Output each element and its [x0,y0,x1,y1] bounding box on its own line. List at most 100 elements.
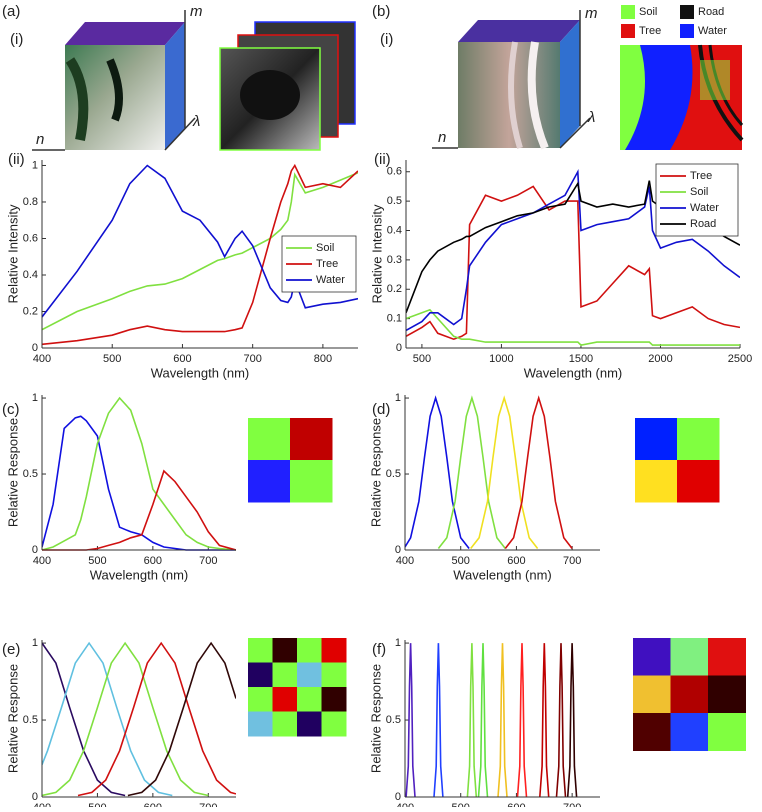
filter-pixel [248,638,273,663]
y-tick-label: 1 [395,392,401,404]
y-tick-label: 0 [396,342,402,354]
filter-pixel [297,711,322,737]
series-line [406,308,740,346]
x-tick-label: 2500 [728,353,752,365]
series-line [42,641,209,797]
y-tick-label: 1 [32,392,38,404]
y-tick-label: 0.6 [23,232,38,244]
legend-swatch [680,24,694,38]
filter-pixel [272,638,298,663]
x-tick-label: 500 [88,555,106,567]
filter-pixel [272,662,298,688]
series-line [42,164,358,318]
y-tick-label: 0.4 [23,269,38,281]
panel-label: (c) [2,401,20,418]
x-tick-label: 700 [199,555,217,567]
panel-label: (f) [372,641,386,658]
series-line [127,641,236,797]
x-tick-label: 500 [452,555,470,567]
band-images [219,21,356,151]
x-tick-label: 700 [243,353,261,365]
filter-pixel [708,638,746,676]
x-tick-label: 600 [144,802,162,807]
filter-pixel [321,638,347,663]
y-tick-label: 0.5 [23,714,38,726]
x-axis-label: Wavelength (nm) [151,365,250,380]
y-tick-label: 1 [32,159,38,171]
filter-pixel [297,638,322,663]
filter-pixel [670,675,709,714]
filter-pixel [297,662,322,688]
filter-pixel [248,687,273,712]
legend-swatch [680,5,694,19]
x-axis-label: Wavelength (nm) [524,365,623,380]
series-line [504,395,573,549]
panel-label: (e) [2,641,20,658]
series-line [477,643,489,798]
filter-pixel [633,675,671,714]
panel-label: (b) [372,3,390,20]
legend-label: Road [690,218,716,230]
filter-pixel [708,713,746,751]
axis-letter: λ [587,109,595,126]
panel-label: (a) [2,3,20,20]
y-tick-label: 0.5 [387,195,402,207]
filter-pixel [633,713,671,751]
x-tick-label: 500 [103,353,121,365]
x-tick-label: 500 [88,802,106,807]
axis-letter: n [36,131,44,148]
x-tick-label: 700 [199,802,217,807]
panel-label: (d) [372,401,390,418]
legend-label: Soil [639,6,657,18]
filter-pixel [321,687,347,712]
x-axis-label: Wavelength (nm) [90,567,189,582]
series-line [42,396,236,551]
filter-pixel [635,460,678,503]
axis-letter: m [585,5,598,22]
axis-letter: λ [192,113,200,130]
series-line [42,163,358,346]
series-line [497,643,508,798]
filter-pixel [248,460,291,503]
y-tick-label: 0.2 [387,283,402,295]
series-line [42,642,126,797]
filter-pixel [635,418,678,461]
y-tick-label: 0 [32,791,38,803]
filter-pixel [272,687,298,712]
legend-label: Soil [690,186,708,198]
y-tick-label: 0.6 [387,166,402,178]
y-tick-label: 0.5 [386,714,401,726]
y-axis-label: Relative Response [368,664,383,773]
x-tick-label: 500 [413,353,431,365]
legend-label: Water [690,202,719,214]
legend-label: Tree [690,170,712,182]
x-tick-label: 700 [563,555,581,567]
series-line [433,643,444,798]
y-tick-label: 0 [32,544,38,556]
series-line [405,643,416,798]
filter-pixel [670,638,709,676]
series-line [566,643,578,798]
series-line [77,641,236,797]
filter-pixel [290,418,333,461]
x-tick-label: 1500 [569,353,593,365]
filter-pixel [321,662,347,688]
y-tick-label: 1 [32,637,38,649]
filter-pixel [677,460,720,503]
sub-label: (ii) [374,151,391,168]
hyperspectral-cube [432,10,591,150]
x-tick-label: 600 [173,353,191,365]
sub-label: (ii) [8,151,25,168]
x-tick-label: 400 [396,555,414,567]
y-tick-label: 1 [395,637,401,649]
series-line [516,643,528,798]
y-tick-label: 0.8 [23,196,38,208]
y-tick-label: 0.5 [386,468,401,480]
y-axis-label: Relative Intensity [5,204,20,303]
series-line [42,172,358,331]
